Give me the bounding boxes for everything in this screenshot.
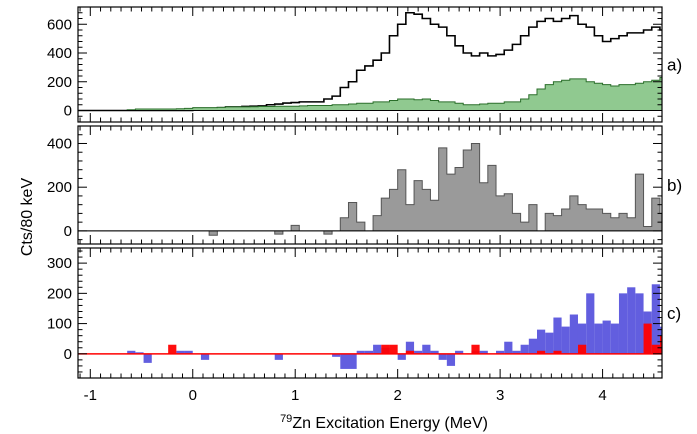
panel-3: 0 100 200 300 c) [47,247,697,379]
series-bars-blue-bin [340,353,349,369]
y-tick-label: 0 [64,346,72,363]
x-tick-label: -1 [84,387,97,404]
series-bars-blue-bin [176,350,185,354]
series-bars-blue-bin [200,353,210,360]
series-bars-blue-bin [414,350,423,354]
plot-area [78,142,662,236]
series-bars-blue-bin [651,284,660,354]
series-bars-blue-bin [364,350,374,354]
x-axis-label-text: Zn Excitation Energy (MeV) [292,415,488,432]
series-bars-blue-bin [184,350,193,354]
panel-frame [77,247,663,379]
y-tick-label: 200 [47,74,72,91]
y-tick-label: 200 [47,285,72,302]
series-bars-red-bin [389,344,398,354]
y-tick-label: 300 [47,255,72,272]
x-axis-label-superscript: 79 [280,413,292,425]
series-bars-blue-bin [569,314,578,354]
series-bars-blue-bin [405,341,415,354]
series-bars-red-bin [537,350,546,354]
series-bars-red-bin [405,350,415,354]
series-bars-blue-bin [479,350,488,354]
x-tick-label: 4 [598,387,606,404]
series-bars-red-bin [168,344,177,354]
series-bars-blue-bin [496,350,505,354]
series-bars-red-bin [577,344,587,354]
series-bars-red-bin [659,335,662,354]
series-area-green [78,76,662,111]
series-bars-blue-bin [685,318,693,354]
series-bars-blue-bin [356,350,365,354]
series-bars-red-bin [471,344,480,354]
series-bars-red-bin [381,344,390,354]
series-bars-blue-bin [618,293,628,354]
series-area-gray [78,142,662,236]
series-bars-blue-bin [577,323,587,354]
series-bars-blue-bin [430,350,439,354]
y-tick-label: 0 [64,103,72,120]
y-tick-label: 400 [47,135,72,152]
series-bars-blue-bin [135,352,144,354]
series-bars-blue-bin [594,323,603,354]
series-bars-blue-bin [422,344,431,354]
plot-area [78,11,662,112]
series-bars-blue-bin [635,293,644,354]
series-bars-red-bin [693,293,697,353]
series-bars-blue-bin [520,344,529,354]
panel-2: 0 200 400 b) [47,125,682,245]
series-bars-red-bin [651,344,660,354]
series-bars-blue-bin [610,323,619,354]
y-tick-label: 400 [47,45,72,62]
series-bars-blue-bin [553,317,562,354]
x-tick-label: 0 [189,387,197,404]
panel-frame [77,125,663,245]
y-tick-label: 100 [47,316,72,333]
plot-area [78,275,697,369]
series-bars-blue-bin [373,344,382,354]
series-bars-blue-bin [512,350,521,354]
series-bars-blue-bin [455,350,464,354]
series-bars-blue-bin [127,350,136,354]
x-tick-label: 2 [393,387,401,404]
series-bars-blue-bin [528,338,538,354]
x-axis-label: 79Zn Excitation Energy (MeV) [280,413,488,432]
y-tick-label: 200 [47,179,72,196]
series-bars-red-bin [643,323,652,354]
series-bars-blue-bin [586,293,595,354]
series-bars-blue-bin [537,329,546,354]
y-axis-label: Cts/80 keV [19,178,36,257]
x-tick-label: 1 [291,387,299,404]
series-bars-blue-bin [602,320,611,354]
series-bars-blue-bin [348,353,357,369]
series-bars-blue-bin [143,353,152,363]
panel-label: b) [667,176,682,195]
series-bars-blue-bin [446,353,456,366]
series-bars-blue-bin [627,287,636,354]
x-tick-label: 3 [496,387,504,404]
y-tick-label: 600 [47,16,72,33]
panel-label: a) [667,56,682,75]
series-bars-blue-bin [545,332,554,354]
series-bars-blue-bin [397,353,406,360]
series-bars-blue-bin [561,326,570,354]
series-bars-blue-bin [693,342,697,354]
series-bars-blue-bin [438,353,447,360]
series-bars-blue-bin [274,353,283,360]
panel-1: 0 200 400 600 a) [47,6,682,123]
series-bars-blue-bin [332,353,341,357]
series-bars-blue-bin [504,341,513,354]
y-tick-label: 0 [64,223,72,240]
panels: 0 200 400 600 a) 0 200 400 b) 0 100 200 300 c) -1 0 1 2 3 4 [47,6,697,404]
series-bars-red-bin [685,275,693,354]
series-bars-red-bin [553,350,562,354]
panel-label: c) [667,304,681,323]
